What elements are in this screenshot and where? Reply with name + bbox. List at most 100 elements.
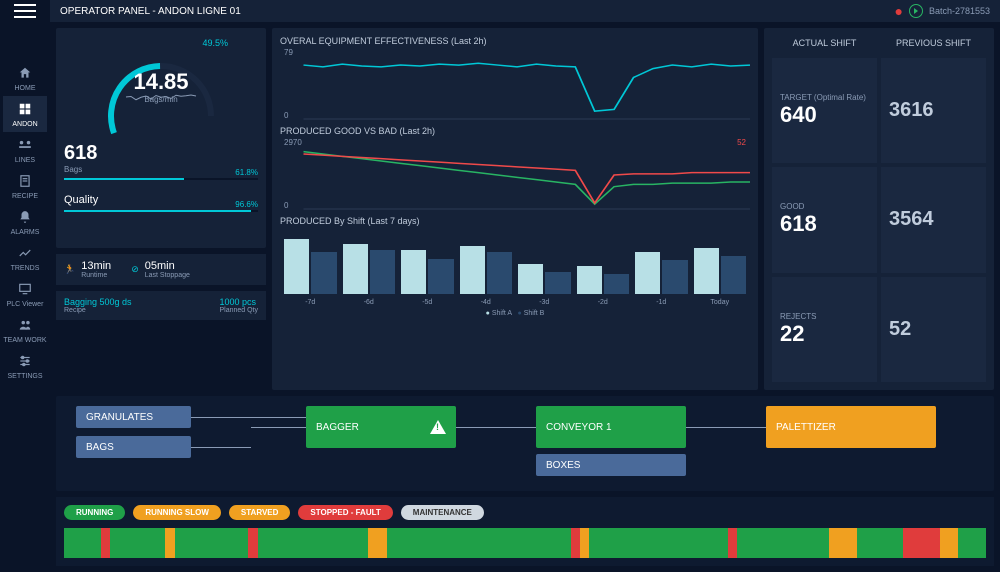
timeline-segment xyxy=(728,528,737,558)
nav-item-home[interactable]: HOME xyxy=(3,60,46,96)
nav-item-settings[interactable]: SETTINGS xyxy=(3,348,46,384)
timeline-segment xyxy=(829,528,857,558)
process-flow: GRANULATES BAGS BAGGER CONVEYOR 1 BOXES PALET… xyxy=(56,396,994,491)
timeline-segment xyxy=(571,528,580,558)
bags-value: 618 xyxy=(64,142,258,165)
byshift-chart: -7d-6d-5d-4d-3d-2d-1dToday xyxy=(280,228,750,308)
nav-item-recipe[interactable]: RECIPE xyxy=(3,168,46,204)
people-icon xyxy=(15,316,35,334)
timeline-segment xyxy=(368,528,386,558)
monitor-icon xyxy=(15,280,35,298)
nav-item-alarms[interactable]: ALARMS xyxy=(3,204,46,240)
recipe-icon xyxy=(15,172,35,190)
status-dot-icon: ● xyxy=(894,7,902,15)
shift-cell-prev: 52 xyxy=(881,277,986,382)
shift-cell-actual: TARGET (Optimal Rate)640 xyxy=(772,58,877,163)
timeline-segment xyxy=(580,528,589,558)
oee-chart xyxy=(280,48,750,120)
lines-icon xyxy=(15,136,35,154)
sliders-icon xyxy=(15,352,35,370)
timeline-segment xyxy=(175,528,249,558)
flow-node-boxes[interactable]: BOXES xyxy=(536,454,686,476)
nav-item-trends[interactable]: TRENDS xyxy=(3,240,46,276)
nav-item-andon[interactable]: ANDON xyxy=(3,96,46,132)
shift-table: ACTUAL SHIFT PREVIOUS SHIFT TARGET (Opti… xyxy=(764,28,994,390)
shift-cell-prev: 3616 xyxy=(881,58,986,163)
flow-node-conveyor[interactable]: CONVEYOR 1 xyxy=(536,406,686,448)
timeline-segment xyxy=(101,528,110,558)
planned-qty: 1000 pcs xyxy=(219,297,258,307)
timeline-segment xyxy=(958,528,986,558)
shift-cell-actual: REJECTS22 xyxy=(772,277,877,382)
goodbad-title: PRODUCED GOOD VS BAD (Last 2h) xyxy=(280,126,750,136)
flow-node-palettizer[interactable]: PALETTIZER xyxy=(766,406,936,448)
bar-group: -2d xyxy=(577,266,630,294)
status-pill: MAINTENANCE xyxy=(401,505,484,520)
timeline-segment xyxy=(589,528,727,558)
timeline-segment xyxy=(387,528,571,558)
timeline-segment xyxy=(903,528,940,558)
home-icon xyxy=(15,64,35,82)
warning-icon xyxy=(430,420,446,434)
bar-group: -7d xyxy=(284,239,337,294)
runtime-value: 13min xyxy=(81,260,111,272)
nav-item-team-work[interactable]: TEAM WORK xyxy=(3,312,46,348)
flow-node-granulates[interactable]: GRANULATES xyxy=(76,406,191,428)
page-title: OPERATOR PANEL - ANDON LIGNE 01 xyxy=(60,6,241,17)
bar-group: -1d xyxy=(635,252,688,294)
timeline-segment xyxy=(248,528,257,558)
timeline-segment xyxy=(64,528,101,558)
timeline-segment xyxy=(258,528,369,558)
shift-head-prev: PREVIOUS SHIFT xyxy=(881,36,986,54)
bar-group: Today xyxy=(694,248,747,294)
sidebar: HOMEANDONLINESRECIPEALARMSTRENDSPLC View… xyxy=(0,0,50,572)
quality-label: Quality xyxy=(64,194,258,206)
grid-icon xyxy=(15,100,35,118)
batch-label: Batch-2781553 xyxy=(929,6,990,16)
status-pill: RUNNING SLOW xyxy=(133,505,221,520)
bar-group: -5d xyxy=(401,250,454,294)
status-timeline xyxy=(64,528,986,558)
status-panel: RUNNING RUNNING SLOW STARVED STOPPED - FAUL… xyxy=(56,497,994,566)
timeline-segment xyxy=(110,528,165,558)
byshift-title: PRODUCED By Shift (Last 7 days) xyxy=(280,216,750,226)
status-pill: STARVED xyxy=(229,505,291,520)
recipe-name: Bagging 500g ds xyxy=(64,297,132,307)
runner-icon: 🏃 xyxy=(64,264,75,275)
menu-toggle-icon[interactable] xyxy=(14,4,36,20)
shift-cell-prev: 3564 xyxy=(881,167,986,272)
gauge-panel: 14.85 Bags/min 49.5% 618 Bags 61.8% Qual… xyxy=(56,28,266,248)
stoppage-value: 05min xyxy=(145,260,190,272)
nav-item-lines[interactable]: LINES xyxy=(3,132,46,168)
recipe-panel: Bagging 500g dsRecipe 1000 pcsPlanned Qt… xyxy=(56,291,266,320)
status-pill: STOPPED - FAULT xyxy=(298,505,392,520)
gauge-value: 14.85 xyxy=(133,69,188,95)
timeline-segment xyxy=(737,528,829,558)
bell-icon xyxy=(15,208,35,226)
status-legend: RUNNING RUNNING SLOW STARVED STOPPED - FAUL… xyxy=(64,505,986,520)
shift-cell-actual: GOOD618 xyxy=(772,167,877,272)
shift-head-actual: ACTUAL SHIFT xyxy=(772,36,877,54)
play-icon[interactable] xyxy=(909,4,923,18)
flow-node-bagger[interactable]: BAGGER xyxy=(306,406,456,448)
trend-icon xyxy=(15,244,35,262)
runtime-panel: 🏃 13minRuntime ⊘ 05minLast Stoppage xyxy=(56,254,266,285)
timeline-segment xyxy=(940,528,958,558)
charts-panel: OVERAL EQUIPMENT EFFECTIVENESS (Last 2h)… xyxy=(272,28,758,390)
gauge-unit: Bags/min xyxy=(133,95,188,104)
bags-label: Bags xyxy=(64,165,258,174)
bar-group: -3d xyxy=(518,264,571,294)
nav-item-plc-viewer[interactable]: PLC Viewer xyxy=(3,276,46,312)
timeline-segment xyxy=(165,528,174,558)
oee-title: OVERAL EQUIPMENT EFFECTIVENESS (Last 2h) xyxy=(280,36,750,46)
stop-icon: ⊘ xyxy=(131,264,139,275)
timeline-segment xyxy=(857,528,903,558)
gauge-percent: 49.5 xyxy=(202,38,220,48)
topbar: OPERATOR PANEL - ANDON LIGNE 01 ● Batch-… xyxy=(50,0,1000,22)
byshift-legend: ● Shift A ● Shift B xyxy=(280,310,750,317)
status-pill: RUNNING xyxy=(64,505,125,520)
bar-group: -4d xyxy=(460,246,513,294)
goodbad-chart xyxy=(280,138,750,210)
flow-node-bags[interactable]: BAGS xyxy=(76,436,191,458)
bar-group: -6d xyxy=(343,244,396,294)
